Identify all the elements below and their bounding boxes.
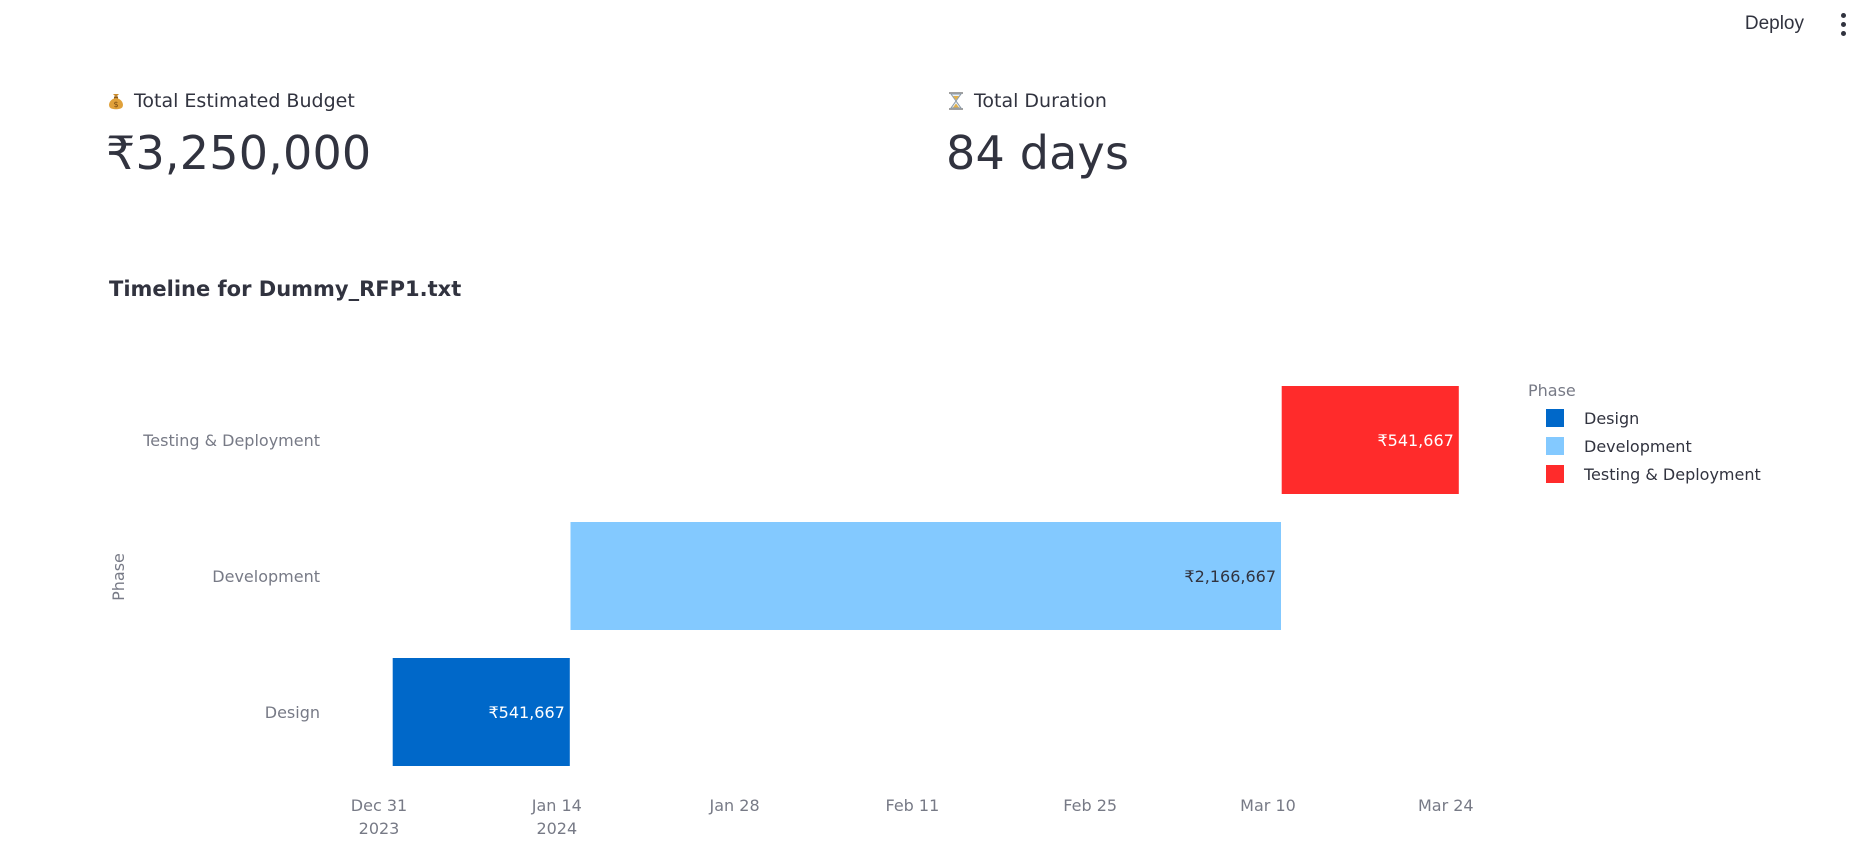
- legend-title: Phase: [1528, 381, 1576, 400]
- x-tick-label: Feb 25: [1063, 796, 1117, 815]
- bar-testing-deployment[interactable]: [1281, 386, 1459, 494]
- x-tick-label: Mar 10: [1240, 796, 1296, 815]
- legend-swatch[interactable]: [1546, 465, 1564, 483]
- deploy-button[interactable]: Deploy: [1731, 13, 1818, 35]
- x-tick-label: Dec 31: [351, 796, 407, 815]
- x-tick-label: Jan 28: [709, 796, 760, 815]
- money-bag-icon: $: [109, 94, 123, 110]
- legend-swatch[interactable]: [1546, 437, 1564, 455]
- metric-label-row: Total Duration: [946, 90, 1129, 112]
- metric-total-budget: $ Total Estimated Budget ₹3,250,000: [106, 90, 371, 180]
- metric-label-row: $ Total Estimated Budget: [106, 90, 371, 112]
- x-tick-label: Jan 14: [531, 796, 582, 815]
- y-axis-ticks: Design Development Testing & Deployment: [142, 431, 320, 722]
- metric-label: Total Estimated Budget: [134, 90, 355, 112]
- legend: Phase Design Development Testing & Deploym…: [1528, 381, 1761, 484]
- more-vertical-icon[interactable]: [1828, 6, 1858, 42]
- hourglass-icon: [949, 92, 963, 110]
- y-tick-label: Testing & Deployment: [142, 431, 320, 450]
- bar-value-label: ₹541,667: [488, 703, 564, 722]
- legend-label[interactable]: Testing & Deployment: [1583, 465, 1761, 484]
- x-axis-ticks: Dec 31 2023 Jan 14 2024 Jan 28 Feb 11 Feb 25 Ma…: [351, 796, 1474, 838]
- bar-value-label: ₹2,166,667: [1184, 567, 1276, 586]
- y-tick-label: Design: [265, 703, 320, 722]
- bar-design[interactable]: [392, 658, 570, 766]
- bars: ₹541,667 ₹2,166,667 ₹541,667: [392, 386, 1459, 766]
- svg-text:$: $: [113, 100, 118, 109]
- x-tick-year-label: 2024: [536, 819, 577, 838]
- x-tick-year-label: 2023: [359, 819, 400, 838]
- legend-label[interactable]: Development: [1584, 437, 1692, 456]
- x-tick-label: Feb 11: [886, 796, 940, 815]
- legend-label[interactable]: Design: [1584, 409, 1639, 428]
- metric-value: ₹3,250,000: [106, 126, 372, 180]
- metric-value: 84 days: [946, 126, 1130, 180]
- chart-title: Timeline for Dummy_RFP1.txt: [109, 277, 462, 301]
- y-axis-title: Phase: [109, 553, 128, 601]
- bar-value-label: ₹541,667: [1377, 431, 1453, 450]
- app-toolbar: Deploy: [1731, 0, 1870, 48]
- legend-swatch[interactable]: [1546, 409, 1564, 427]
- bar-development[interactable]: [570, 522, 1282, 630]
- metric-total-duration: Total Duration 84 days: [946, 90, 1129, 180]
- y-tick-label: Development: [212, 567, 320, 586]
- x-tick-label: Mar 24: [1418, 796, 1474, 815]
- metric-label: Total Duration: [974, 90, 1107, 112]
